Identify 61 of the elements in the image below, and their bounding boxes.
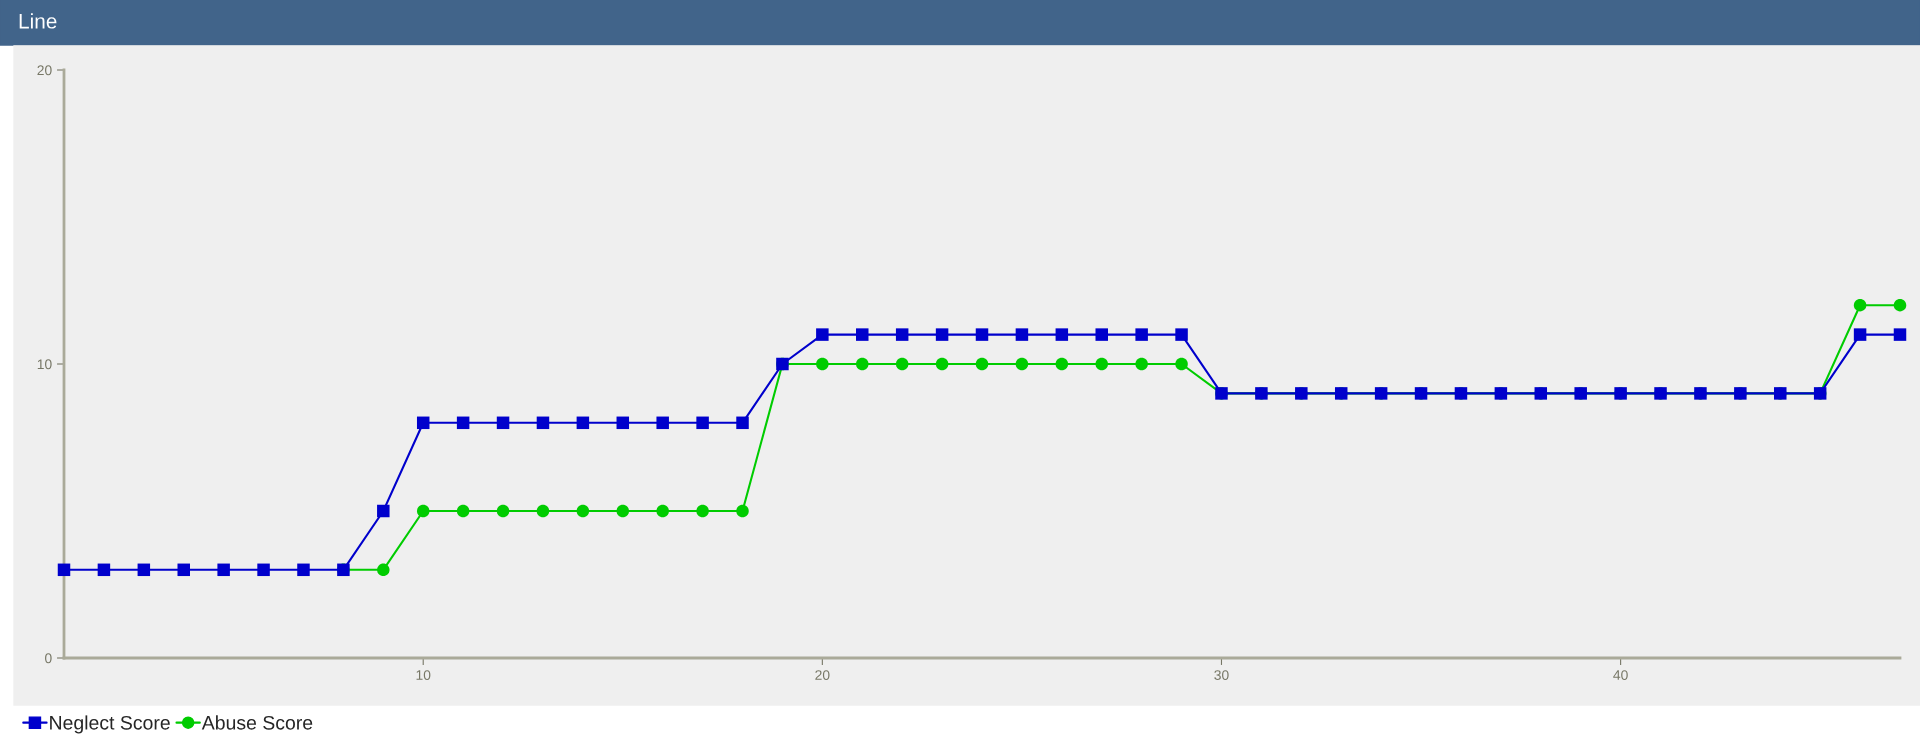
x-tick-label: 30 [1214,670,1229,681]
point [57,563,71,577]
point [456,416,470,430]
point [816,328,829,341]
point [1175,357,1188,371]
point [1055,357,1069,371]
point [736,504,749,518]
point [1095,328,1108,341]
point [377,563,390,577]
point [536,504,550,518]
point [217,563,230,577]
point [177,563,190,577]
point [856,357,869,371]
point [377,504,390,518]
x-tick-label: 40 [1613,670,1628,681]
point [257,563,270,577]
chart-title: Line [19,13,57,29]
point [416,504,430,518]
point [1135,328,1148,341]
y-tick-label: 10 [37,359,52,370]
point [137,563,151,577]
point [576,504,590,518]
point [456,504,470,518]
point [656,416,669,430]
x-tick-label: 10 [416,670,431,681]
point [1015,357,1029,371]
point [616,504,630,518]
point [1853,298,1867,312]
point [975,328,989,341]
point [416,416,430,430]
point [576,416,590,430]
point [1853,328,1867,341]
point [935,328,949,341]
point [975,357,989,371]
y-tick-label: 0 [45,653,52,664]
legend-label: Neglect Score [50,715,170,734]
point [895,328,909,341]
point [935,357,949,371]
point [297,563,310,577]
x-tick-label: 20 [815,670,830,681]
point [536,416,550,430]
point [97,563,111,577]
point [1095,357,1108,371]
point [1055,328,1069,341]
point [856,328,869,341]
point [656,504,669,518]
legend-label: Abuse Score [201,715,313,730]
point [696,416,709,430]
point [1015,328,1029,341]
point [696,504,709,518]
point [496,416,510,430]
point [1893,298,1907,312]
point [816,357,829,371]
point [496,504,510,518]
point [616,416,630,430]
point [736,416,749,430]
point [1175,328,1188,341]
y-tick-label: 20 [37,65,52,76]
point [1135,357,1148,371]
point [895,357,909,371]
point [1893,328,1907,341]
